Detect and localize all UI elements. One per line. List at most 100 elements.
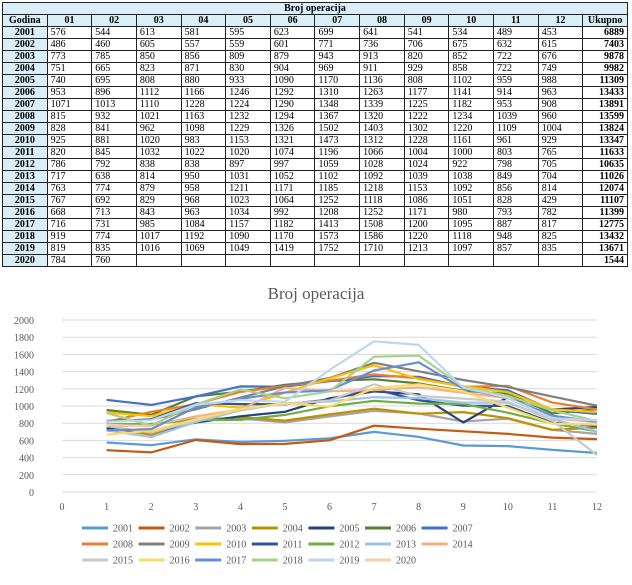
year-cell: 2013 — [2, 170, 48, 183]
table-body: 2001 576 544 613 581 595 623 699 641 541 534 489 453… — [2, 26, 628, 267]
legend-label: 2005 — [339, 524, 359, 535]
column-header: Godina — [2, 14, 48, 27]
value-cell: 1031 — [225, 170, 271, 183]
legend-label: 2012 — [339, 540, 359, 551]
value-cell: 760 — [91, 254, 137, 267]
value-cell: 969 — [314, 62, 361, 75]
x-tick-label: 7 — [372, 502, 377, 513]
value-cell: 1118 — [359, 194, 405, 207]
column-header: 01 — [46, 14, 93, 27]
value-cell: 1034 — [225, 206, 271, 219]
value-cell: 731 — [91, 218, 137, 231]
value-cell: 1228 — [403, 134, 450, 147]
value-cell: 1339 — [359, 98, 405, 111]
value-cell: 782 — [537, 206, 584, 219]
legend-label: 2014 — [453, 540, 473, 551]
table-row: 2012 786 792 838 838 897 997 1059 1028 1024 922 798… — [2, 158, 628, 171]
value-cell: 852 — [448, 50, 495, 63]
value-cell: 808 — [403, 74, 450, 87]
value-cell: 1170 — [269, 230, 316, 243]
value-cell: 786 — [46, 158, 93, 171]
value-cell: 1171 — [269, 182, 316, 195]
value-cell: 1022 — [180, 146, 227, 159]
total-cell: 11399 — [582, 206, 628, 219]
series-line-2020 — [106, 423, 152, 428]
x-tick-label: 8 — [416, 502, 421, 513]
table-row: 2018 919 774 1017 1192 1090 1170 1573 1586 1220 11… — [2, 230, 628, 243]
value-cell — [314, 254, 361, 267]
x-tick-label: 3 — [193, 502, 198, 513]
value-cell: 1348 — [314, 98, 361, 111]
value-cell: 1292 — [269, 86, 316, 99]
series-line-2019 — [106, 340, 598, 423]
x-tick-label: 12 — [592, 502, 602, 513]
value-cell: 638 — [91, 170, 137, 183]
legend-label: 2001 — [113, 524, 133, 535]
column-header: 12 — [537, 14, 584, 27]
value-cell: 1192 — [180, 230, 227, 243]
value-cell: 828 — [46, 122, 93, 135]
table-row: 2011 820 845 1032 1022 1020 1074 1196 1066 1004 10… — [2, 146, 628, 159]
value-cell: 985 — [135, 218, 182, 231]
total-cell: 13433 — [582, 86, 628, 99]
y-tick-label: 2000 — [14, 316, 34, 327]
value-cell: 823 — [135, 62, 182, 75]
value-cell: 557 — [180, 38, 227, 51]
series-line-2015 — [106, 383, 598, 456]
value-cell: 1071 — [46, 98, 93, 111]
value-cell: 1161 — [448, 134, 495, 147]
value-cell: 1051 — [448, 194, 495, 207]
value-cell: 968 — [180, 194, 227, 207]
value-cell: 1020 — [225, 146, 271, 159]
year-cell: 2005 — [2, 74, 48, 87]
value-cell — [225, 254, 271, 267]
value-cell: 933 — [225, 74, 271, 87]
value-cell: 1049 — [225, 242, 271, 255]
value-cell: 771 — [314, 38, 361, 51]
value-cell: 798 — [493, 158, 539, 171]
value-cell: 1752 — [314, 242, 361, 255]
value-cell: 1310 — [314, 86, 361, 99]
y-tick-label: 1400 — [14, 368, 34, 379]
value-cell: 904 — [269, 62, 316, 75]
value-cell: 1312 — [359, 134, 405, 147]
table-row: 2013 717 638 814 950 1031 1052 1102 1092 1039 1038… — [2, 170, 628, 183]
value-cell: 1302 — [403, 122, 450, 135]
value-cell: 1039 — [403, 170, 450, 183]
table-header-row: Godina 01 02 03 04 05 06 07 08 09 10 11 12 Ukupno — [2, 14, 628, 27]
value-cell: 1263 — [359, 86, 405, 99]
value-cell: 1196 — [314, 146, 361, 159]
value-cell: 1017 — [135, 230, 182, 243]
value-cell: 692 — [91, 194, 137, 207]
table-row: 2001 576 544 613 581 595 623 699 641 541 534 489 453… — [2, 26, 628, 39]
year-cell: 2016 — [2, 206, 48, 219]
value-cell: 925 — [46, 134, 93, 147]
value-cell: 1213 — [403, 242, 450, 255]
value-cell: 1403 — [359, 122, 405, 135]
value-cell: 1086 — [403, 194, 450, 207]
value-cell: 850 — [135, 50, 182, 63]
line-chart: Broj operacija 0 200 400 600 800 1000 1200 1400 1… — [0, 271, 632, 580]
value-cell: 960 — [537, 110, 584, 123]
value-cell: 1710 — [359, 242, 405, 255]
value-cell: 765 — [537, 146, 584, 159]
x-tick-label: 0 — [60, 502, 65, 513]
value-cell: 1419 — [269, 242, 316, 255]
value-cell: 997 — [269, 158, 316, 171]
column-header: 05 — [225, 14, 271, 27]
value-cell — [269, 254, 316, 267]
value-cell: 929 — [537, 134, 584, 147]
value-cell: 1171 — [403, 206, 450, 219]
value-cell: 1112 — [135, 86, 182, 99]
value-cell: 1326 — [269, 122, 316, 135]
total-cell: 7403 — [582, 38, 628, 51]
x-tick-label: 2 — [149, 502, 154, 513]
value-cell: 1064 — [269, 194, 316, 207]
value-cell — [448, 254, 495, 267]
table-row: 2016 668 713 843 963 1034 992 1208 1252 1171 980 79… — [2, 206, 628, 219]
total-cell: 12775 — [582, 218, 628, 231]
value-cell: 699 — [314, 26, 361, 39]
value-cell: 857 — [493, 242, 539, 255]
value-cell: 845 — [91, 146, 137, 159]
total-cell: 11107 — [582, 194, 628, 207]
